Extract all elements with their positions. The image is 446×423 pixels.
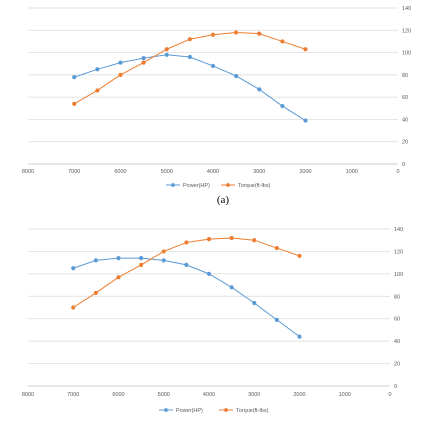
x-tick-label: 1000 — [346, 169, 358, 175]
data-point-torque — [164, 47, 169, 52]
data-point-power — [161, 258, 166, 263]
data-point-power — [184, 262, 189, 267]
x-tick-label: 3000 — [253, 169, 265, 175]
chart-2: 0 20 40 60 80 100 120 140 8000 7000 6000 5000 4000 30… — [22, 227, 403, 414]
y-tick-label: 20 — [402, 140, 408, 146]
data-point-torque — [297, 253, 302, 259]
x-tick-label: 2000 — [293, 392, 305, 398]
data-point-torque — [72, 101, 77, 106]
data-point-power — [274, 317, 279, 322]
data-point-torque — [118, 72, 123, 77]
data-point-power — [93, 258, 98, 263]
x-tick-label: 8000 — [22, 392, 34, 398]
y-tick-label: 80 — [394, 294, 400, 300]
y-tick-label: 80 — [402, 73, 408, 79]
y-tick-label: 120 — [402, 28, 411, 34]
x-tick-label: 5000 — [158, 392, 170, 398]
data-point-power — [229, 285, 234, 290]
data-point-torque — [257, 31, 262, 36]
data-point-torque — [303, 47, 308, 52]
legend-label-torque: Torque(ft-lbs) — [236, 408, 269, 414]
y-tick-label: 60 — [394, 317, 400, 323]
legend-marker-power — [164, 408, 168, 412]
x-tick-label: 2000 — [299, 169, 311, 175]
x-tick-label: 3000 — [248, 392, 260, 398]
data-point-torque — [210, 32, 216, 37]
caption-a: (a) — [216, 194, 230, 206]
data-point-torque — [252, 238, 257, 243]
data-point-power — [139, 256, 144, 261]
data-point-power — [141, 56, 146, 61]
data-point-power — [71, 266, 76, 271]
data-point-torque — [184, 240, 189, 245]
data-point-torque — [234, 30, 239, 35]
series-line-power — [73, 257, 300, 338]
y-tick-label: 0 — [394, 384, 397, 390]
x-tick-label: 1000 — [339, 392, 351, 398]
data-point-power — [257, 87, 262, 92]
data-point-torque — [141, 60, 146, 65]
data-point-torque — [93, 290, 98, 296]
data-point-power — [164, 52, 169, 57]
x-tick-label: 5000 — [161, 169, 173, 175]
legend-marker-torque — [224, 408, 228, 412]
y-tick-label: 140 — [394, 227, 403, 233]
y-tick-label: 100 — [394, 272, 403, 278]
x-tick-label: 7000 — [67, 392, 79, 398]
data-point-power — [116, 256, 121, 261]
x-tick-label: 0 — [396, 169, 399, 175]
x-tick-label: 6000 — [112, 392, 124, 398]
data-point-power — [95, 67, 100, 72]
data-point-torque — [71, 305, 76, 310]
data-point-power — [206, 271, 212, 276]
data-point-power — [280, 103, 285, 109]
y-tick-label: 20 — [394, 362, 400, 368]
legend-label-power: Power(HP) — [183, 183, 210, 189]
y-tick-label: 0 — [402, 162, 405, 168]
data-point-torque — [274, 245, 279, 251]
series-line-torque — [72, 237, 300, 308]
data-point-torque — [280, 39, 285, 44]
data-point-torque — [229, 235, 234, 241]
data-point-torque — [161, 249, 166, 254]
data-point-power — [210, 63, 216, 69]
data-point-torque — [139, 262, 144, 267]
data-point-power — [252, 300, 257, 306]
x-tick-label: 4000 — [207, 169, 219, 175]
data-point-torque — [187, 37, 192, 42]
x-tick-label: 0 — [388, 392, 391, 398]
y-tick-label: 100 — [402, 51, 411, 57]
data-point-power — [297, 334, 302, 339]
y-tick-label: 40 — [394, 339, 400, 345]
series-line-power — [74, 54, 306, 121]
y-tick-label: 140 — [402, 6, 411, 12]
chart-1: 0 20 40 60 80 100 120 140 8000 7000 6000 5000 4000 30… — [22, 6, 411, 189]
legend-label-torque: Torque(ft-lbs) — [238, 183, 271, 189]
x-tick-label: 7000 — [68, 169, 80, 175]
y-tick-label: 120 — [394, 249, 403, 255]
data-point-torque — [95, 88, 100, 93]
legend-label-power: Power(HP) — [176, 408, 203, 414]
legend-marker-torque — [226, 183, 230, 187]
data-point-power — [72, 74, 77, 80]
x-tick-label: 8000 — [22, 169, 34, 175]
x-tick-label: 6000 — [114, 169, 126, 175]
data-point-power — [303, 118, 308, 123]
data-point-power — [187, 54, 192, 60]
data-point-power — [234, 73, 239, 79]
data-point-power — [118, 60, 123, 65]
data-point-torque — [116, 275, 121, 280]
y-tick-label: 60 — [402, 95, 408, 101]
x-tick-label: 4000 — [203, 392, 215, 398]
data-point-torque — [206, 236, 212, 242]
legend-marker-power — [171, 183, 175, 187]
y-tick-label: 40 — [402, 117, 408, 123]
series-line-torque — [73, 32, 306, 105]
